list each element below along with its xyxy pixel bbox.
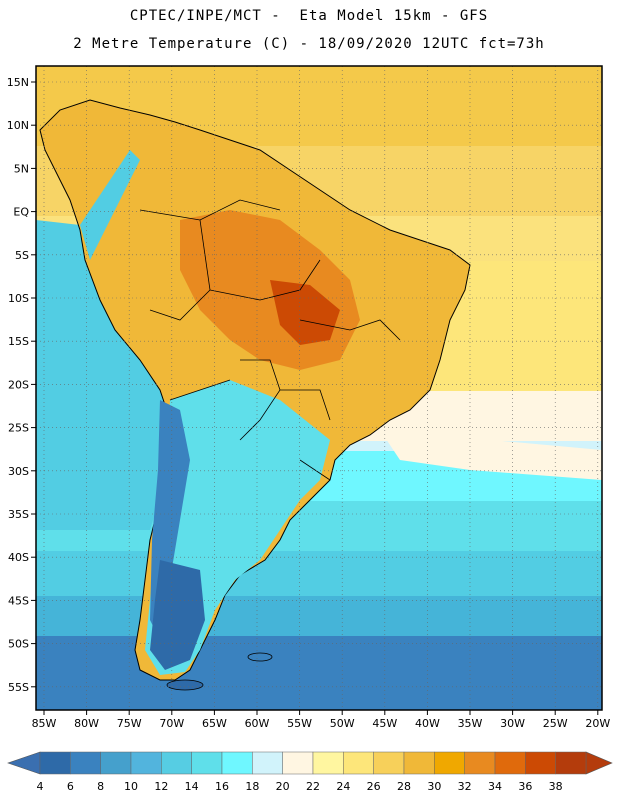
chart-title-line-1: CPTEC/INPE/MCT - Eta Model 15km - GFS [129,8,489,24]
longitude-tick-label: 55W [287,717,312,730]
colorbar-swatch [161,751,192,775]
colorbar-label: 38 [549,780,563,793]
longitude-tick-label: 35W [458,717,483,730]
latitude-tick-label: 55S [8,681,29,694]
longitude-tick-label: 80W [74,717,99,730]
colorbar-label: 22 [306,780,320,793]
colorbar-swatch [494,751,526,775]
latitude-tick-label: 15S [8,335,29,348]
pacific-cool-water [36,220,170,530]
latitude-tick-label: 40S [8,551,29,564]
chart-title-line-2: 2 Metre Temperature (C) - 18/09/2020 12U… [73,36,545,52]
ocean-band-8 [36,636,602,710]
northern-andes-cool [80,150,140,260]
longitude-tick-label: 65W [202,717,227,730]
falkland-islands [247,652,273,662]
colorbar-swatch [403,751,435,775]
longitude-tick-label: 70W [159,717,184,730]
colorbar-swatch [191,751,223,775]
colorbar-swatch [434,751,465,775]
longitude-tick-label: 60W [245,717,270,730]
colorbar-label: 16 [215,780,229,793]
colorbar-swatch [525,751,556,775]
colorbar-label: 6 [67,780,74,793]
longitude-tick-label: 20W [585,717,610,730]
map-frame [35,65,603,711]
colorbar-swatch [252,751,283,775]
latitude-tick-label: 10N [7,119,29,132]
colorbar-swatch [282,751,314,775]
latitude-tick-label: 30S [8,465,29,478]
latitude-tick-label: 25S [8,422,29,435]
colorbar-label: 34 [488,780,502,793]
colorbar: 4 6 8 10 12 14 16 18 20 22 24 26 28 30 32 34 36 38 [7,751,613,793]
longitude-tick-label: 50W [330,717,355,730]
colorbar-swatch [70,751,101,775]
tierra-del-fuego [166,679,204,691]
latitude-tick-label: 5N [14,162,29,175]
colorbar-label: 28 [397,780,411,793]
colorbar-label: 14 [185,780,199,793]
colorbar-swatch [100,751,132,775]
longitude-tick-label: 75W [117,717,142,730]
colorbar-swatch [464,751,496,775]
colorbar-swatch [39,751,71,775]
latitude-tick-label: EQ [13,206,29,219]
latitude-tick-label: 5S [15,249,29,262]
colorbar-swatch [312,751,344,775]
latitude-tick-label: 10S [8,292,29,305]
colorbar-label: 32 [458,780,472,793]
map-gridlines [36,66,602,710]
colorbar-right-arrow [585,751,613,775]
map-tick-labels: 85W 80W 75W 70W 65W 60W 55W 50W 45W 40W 35W 30W 25W 2… [7,76,611,730]
latitude-tick-label: 50S [8,638,29,651]
latitude-tick-label: 15N [7,76,29,89]
colorbar-left-arrow [7,751,41,775]
colorbar-swatch [555,751,587,775]
colorbar-label: 26 [367,780,381,793]
longitude-tick-label: 85W [32,717,57,730]
latitude-tick-label: 35S [8,508,29,521]
colorbar-label: 4 [37,780,44,793]
latitude-tick-label: 20S [8,378,29,391]
colorbar-label: 36 [518,780,532,793]
patagonia-cold [150,560,205,670]
colorbar-label: 30 [427,780,441,793]
colorbar-swatch [221,751,253,775]
colorbar-swatch [343,751,374,775]
atlantic-warm-tongue [380,430,602,480]
longitude-tick-label: 30W [500,717,525,730]
latitude-tick-label: 45S [8,594,29,607]
colorbar-label: 18 [245,780,259,793]
colorbar-label: 12 [154,780,168,793]
colorbar-label: 8 [97,780,104,793]
longitude-tick-label: 40W [415,717,440,730]
hottest-core [270,280,340,345]
longitude-tick-label: 45W [372,717,397,730]
colorbar-label: 24 [336,780,350,793]
colorbar-label: 20 [276,780,290,793]
colorbar-swatch [373,751,405,775]
longitude-tick-label: 25W [543,717,568,730]
colorbar-swatch [130,751,162,775]
ocean-band-12 [36,551,602,601]
colorbar-label: 10 [124,780,138,793]
temperature-map: 85W 80W 75W 70W 65W 60W 55W 50W 45W 40W 35W 30W 25W 2… [7,65,611,730]
